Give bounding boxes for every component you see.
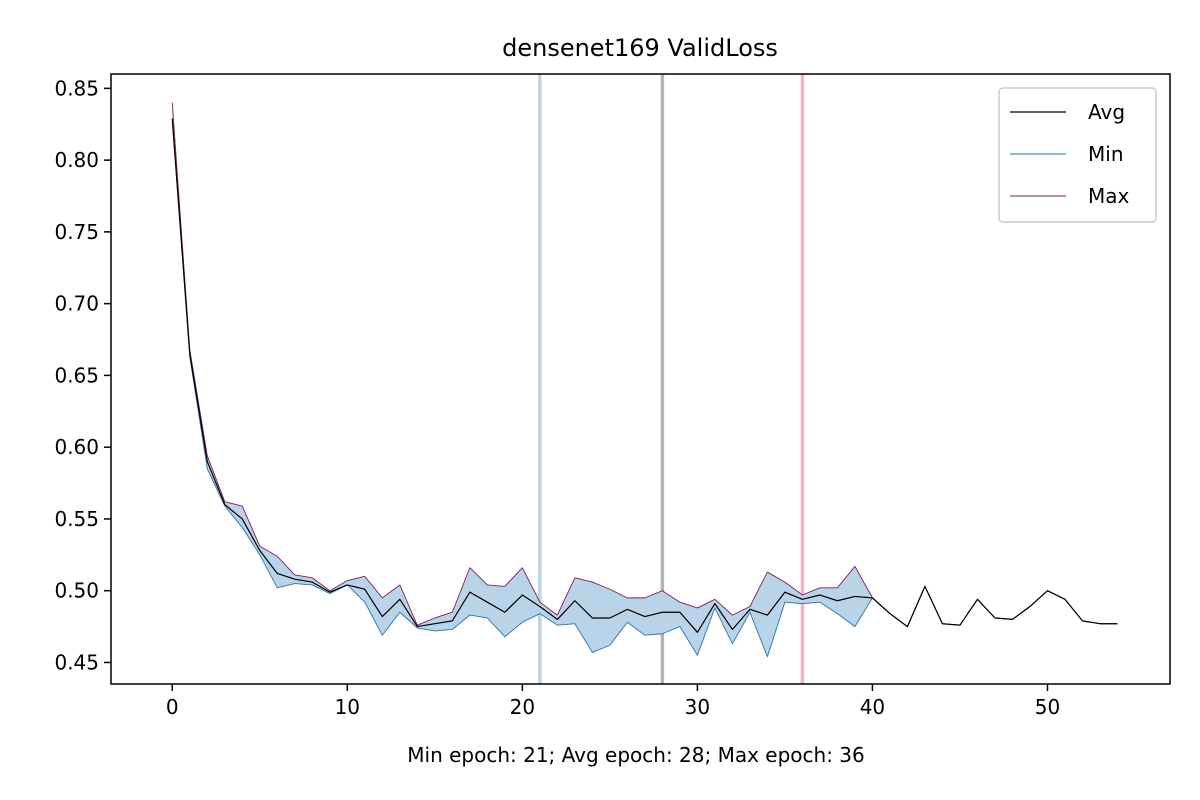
x-tick-label: 40 xyxy=(860,695,885,719)
series-line-max xyxy=(171,102,1118,628)
legend-label-max: Max xyxy=(1088,184,1130,208)
y-tick-label: 0.65 xyxy=(54,363,99,387)
x-tick-label: 50 xyxy=(1035,695,1060,719)
y-axis: 0.45 0.50 0.55 0.60 0.65 0.70 0.75 0.80 0.85 xyxy=(54,76,111,674)
y-tick-label: 0.85 xyxy=(54,76,99,100)
x-axis: 0 10 20 30 40 50 xyxy=(166,684,1060,719)
chart-title: densenet169 ValidLoss xyxy=(502,34,778,62)
legend-label-avg: Avg xyxy=(1088,100,1125,124)
plot-area xyxy=(110,73,1171,685)
legend-items: Avg Min Max xyxy=(1010,100,1130,208)
x-tick-label: 10 xyxy=(335,695,360,719)
legend: Avg Min Max xyxy=(998,87,1157,223)
y-tick-label: 0.60 xyxy=(54,435,99,459)
min-max-band xyxy=(172,102,1118,657)
y-tick-label: 0.45 xyxy=(54,650,99,674)
y-tick-label: 0.70 xyxy=(54,292,99,316)
x-tick-label: 0 xyxy=(166,695,179,719)
legend-box xyxy=(998,87,1157,223)
x-axis-label: Min epoch: 21; Avg epoch: 28; Max epoch:… xyxy=(407,743,865,767)
y-tick-label: 0.75 xyxy=(54,220,99,244)
series-line-avg xyxy=(171,118,1118,633)
series-lines xyxy=(171,102,1118,658)
series-line-min xyxy=(171,121,1118,658)
epoch-marker-lines xyxy=(538,74,805,684)
legend-label-min: Min xyxy=(1088,142,1124,166)
y-tick-label: 0.50 xyxy=(54,579,99,603)
x-tick-label: 30 xyxy=(685,695,710,719)
y-tick-label: 0.55 xyxy=(54,507,99,531)
axes-frame xyxy=(110,73,1171,685)
y-tick-label: 0.80 xyxy=(54,148,99,172)
x-tick-label: 20 xyxy=(510,695,535,719)
